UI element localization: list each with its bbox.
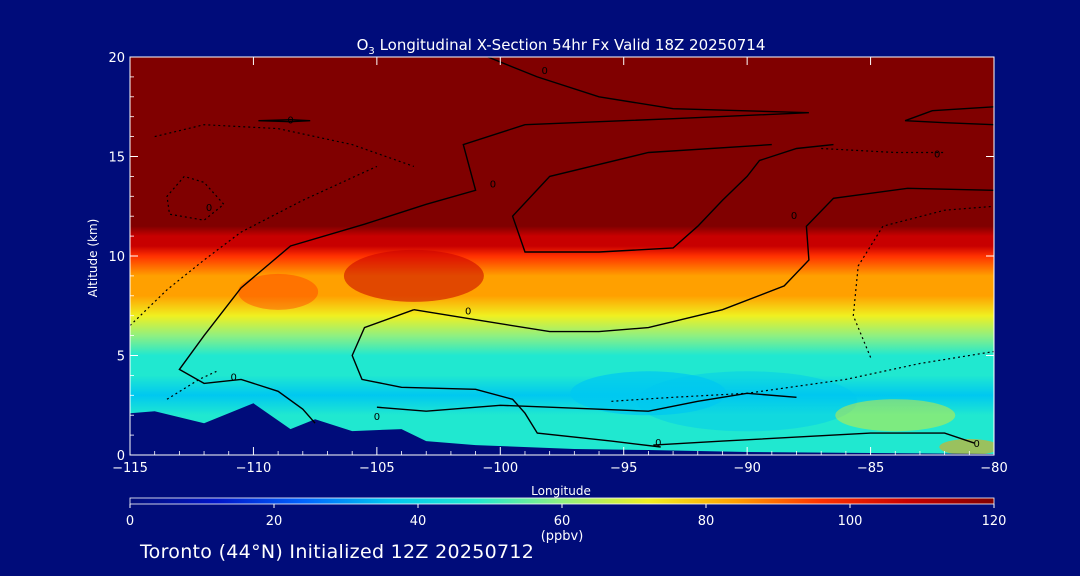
contour-solid-lower: [376, 392, 797, 412]
y-tick-label: 5: [117, 350, 125, 365]
colorbar: 0 20 40 60 80 100 120 (ppbv): [126, 497, 1007, 544]
plot-area: 0 0 0 0 0 0 0 0 0 0 0: [130, 57, 994, 455]
contour-dashed-lower-west: [166, 370, 217, 400]
x-tick-label: −110: [236, 461, 272, 476]
x-axis: −115 −110 −105 −100 −95 −90 −85 −80: [112, 57, 1008, 476]
surface-ozone-far-east: [939, 439, 994, 455]
contour-solid-middle: [413, 187, 994, 333]
y-tick-label: 15: [108, 151, 125, 166]
x-axis-label: Longitude: [531, 484, 591, 498]
colorbar-tick-label: 0: [126, 514, 134, 529]
contour-solid-small-loop: [258, 118, 311, 123]
low-ozone-region: [637, 371, 858, 432]
contour-dashed-east-lower: [611, 350, 994, 402]
colorbar-ticks: 0 20 40 60 80 100 120: [126, 504, 1007, 529]
colorbar-unit-label: (ppbv): [541, 529, 584, 544]
colorbar-tick-label: 60: [554, 514, 571, 529]
contour-solid-inner: [351, 309, 661, 448]
low-ozone-core: [570, 371, 727, 416]
x-tick-label: −90: [733, 461, 760, 476]
colorbar-gradient: [129, 497, 995, 505]
surface-ozone-east: [835, 399, 956, 432]
contour-value-label: 0: [791, 211, 797, 222]
x-tick-label: −105: [359, 461, 395, 476]
high-ozone-lobe: [343, 249, 484, 302]
x-tick-label: −115: [112, 461, 148, 476]
contour-value-label: 0: [542, 66, 548, 77]
x-tick-label: −80: [980, 461, 1007, 476]
x-tick-label: −85: [857, 461, 884, 476]
y-tick-label: 10: [108, 250, 125, 265]
contour-solid-surface-east: [653, 432, 975, 446]
colorbar-tick-label: 20: [266, 514, 283, 529]
contour-value-label: 0: [374, 412, 380, 423]
colorbar-tick-label: 40: [410, 514, 427, 529]
concentration-anomaly-patches: [238, 249, 994, 455]
y-axis-label: Altitude (km): [86, 219, 100, 298]
x-tick-label: −100: [482, 461, 518, 476]
contour-value-label: 0: [231, 372, 237, 383]
x-tick-label: −95: [610, 461, 637, 476]
contour-value-label: 0: [974, 439, 980, 450]
contour-solid-top-east: [904, 106, 994, 126]
run-caption: Toronto (44°N) Initialized 12Z 20250712: [140, 541, 535, 563]
contour-value-label: 0: [287, 116, 293, 127]
y-tick-label: 20: [108, 51, 125, 66]
contour-dashed-west-loop: [166, 175, 225, 221]
high-ozone-lobe-west: [238, 273, 319, 310]
contour-value-label: 0: [465, 307, 471, 318]
colorbar-tick-label: 80: [698, 514, 715, 529]
colorbar-tick-label: 120: [982, 514, 1007, 529]
contour-solid-main: [178, 57, 809, 424]
terrain-mask: [130, 403, 994, 455]
y-axis: 0 5 10 15 20: [108, 51, 994, 464]
contour-value-label: 0: [206, 203, 212, 214]
contour-solid-upper-east: [511, 143, 834, 253]
contour-value-label: 0: [655, 438, 661, 449]
contour-lines: 0 0 0 0 0 0 0 0 0 0 0: [130, 57, 994, 450]
contour-value-label: 0: [934, 150, 940, 161]
y-tick-label: 0: [117, 449, 125, 464]
contour-value-label: 0: [490, 179, 496, 190]
chart-title: O3 Longitudinal X-Section 54hr Fx Valid …: [357, 36, 766, 57]
colorbar-tick-label: 100: [838, 514, 863, 529]
